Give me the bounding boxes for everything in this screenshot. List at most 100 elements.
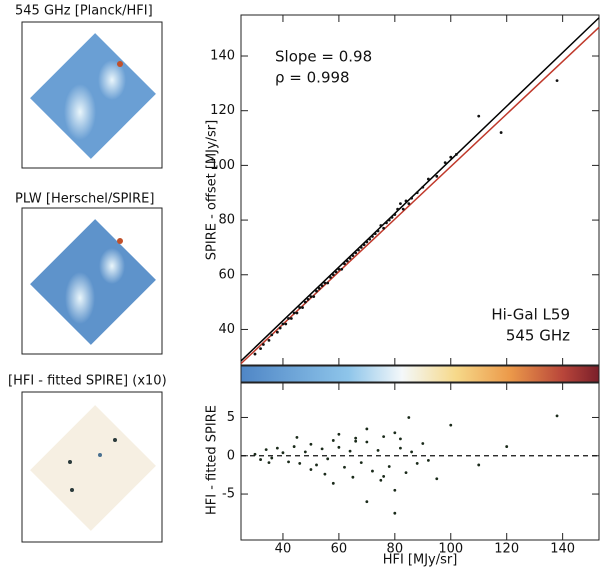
y-tick-label: 0: [227, 448, 235, 463]
data-point: [435, 174, 439, 178]
data-point: [382, 226, 386, 230]
data-point: [387, 465, 391, 468]
data-point: [393, 213, 397, 217]
data-point: [301, 306, 304, 309]
data-point: [382, 435, 386, 439]
data-point: [289, 317, 293, 320]
data-point: [373, 232, 377, 236]
data-point: [315, 463, 318, 467]
data-point: [365, 440, 369, 444]
data-point: [298, 462, 302, 465]
data-point: [337, 432, 341, 436]
data-point: [261, 343, 265, 346]
data-point: [426, 177, 430, 181]
data-point: [323, 472, 327, 476]
data-point: [376, 448, 380, 452]
panel-title: [HFI - fitted SPIRE] (x10): [8, 374, 167, 389]
data-point: [362, 243, 366, 247]
data-point: [421, 442, 425, 445]
data-point: [505, 445, 509, 448]
data-point: [303, 300, 307, 304]
data-point: [443, 161, 447, 165]
data-point: [270, 456, 274, 460]
data-point: [331, 439, 335, 442]
data-point: [295, 311, 299, 315]
data-point: [331, 273, 335, 277]
x-tick-label: 120: [494, 542, 519, 557]
data-point: [295, 435, 299, 439]
data-point: [382, 475, 386, 478]
data-point: [292, 311, 296, 315]
data-point: [393, 488, 397, 492]
annotation: Hi-Gal L59: [491, 306, 570, 324]
data-point: [404, 471, 408, 475]
data-point: [379, 478, 383, 482]
data-point: [449, 155, 453, 159]
data-point: [354, 251, 358, 255]
data-point: [415, 462, 419, 465]
x-tick-label: 80: [387, 542, 404, 557]
data-point: [477, 114, 481, 118]
y-axis-label: SPIRE - offset [MJy/sr]: [205, 120, 220, 260]
residual-frame: [240, 382, 600, 541]
map-image: [30, 33, 156, 159]
data-point: [368, 237, 372, 241]
data-point: [399, 446, 402, 450]
data-point: [415, 191, 419, 195]
y-tick-label: 120: [210, 103, 235, 118]
map-image: [30, 405, 156, 531]
data-point: [281, 451, 285, 455]
data-point: [337, 267, 341, 271]
y-tick-label: 40: [218, 322, 235, 337]
data-point: [315, 289, 318, 293]
data-point: [555, 414, 559, 418]
x-tick-label: 140: [550, 542, 575, 557]
y-tick-label: 5: [227, 410, 235, 425]
data-point: [348, 256, 352, 260]
data-point: [385, 221, 388, 225]
data-point: [298, 306, 302, 309]
data-point: [303, 450, 307, 454]
data-point: [499, 131, 503, 134]
data-point: [371, 235, 374, 238]
data-point: [267, 338, 271, 342]
data-point: [421, 185, 425, 189]
data-point: [393, 511, 397, 515]
y-tick-label: 100: [210, 158, 235, 173]
y-tick-label: 140: [210, 49, 235, 64]
main-frame: [240, 14, 600, 366]
data-point: [253, 352, 257, 356]
data-point: [343, 465, 346, 469]
annotation: 545 GHz: [506, 327, 570, 345]
data-point: [264, 448, 268, 452]
x-tick-label: 60: [331, 542, 348, 557]
data-point: [348, 449, 352, 453]
data-point: [320, 447, 324, 451]
data-point: [393, 431, 397, 435]
data-point: [354, 439, 358, 443]
data-point: [407, 202, 411, 206]
data-point: [371, 469, 374, 473]
data-point: [359, 461, 363, 465]
data-point: [306, 297, 310, 301]
data-point: [331, 481, 335, 485]
data-point: [404, 199, 408, 203]
data-point: [312, 295, 316, 299]
colorbar: [240, 365, 600, 383]
data-point: [454, 153, 458, 156]
data-point: [407, 416, 411, 419]
x-tick-label: 100: [438, 542, 463, 557]
data-point: [284, 322, 288, 326]
data-point: [337, 445, 341, 449]
data-point: [334, 270, 338, 274]
data-point: [387, 218, 391, 222]
data-point: [345, 259, 349, 263]
data-point: [435, 477, 439, 481]
data-point: [399, 202, 402, 206]
data-point: [253, 452, 257, 456]
data-point: [292, 445, 296, 448]
data-point: [275, 330, 279, 334]
data-point: [343, 262, 346, 266]
x-tick-label: 40: [275, 542, 292, 557]
